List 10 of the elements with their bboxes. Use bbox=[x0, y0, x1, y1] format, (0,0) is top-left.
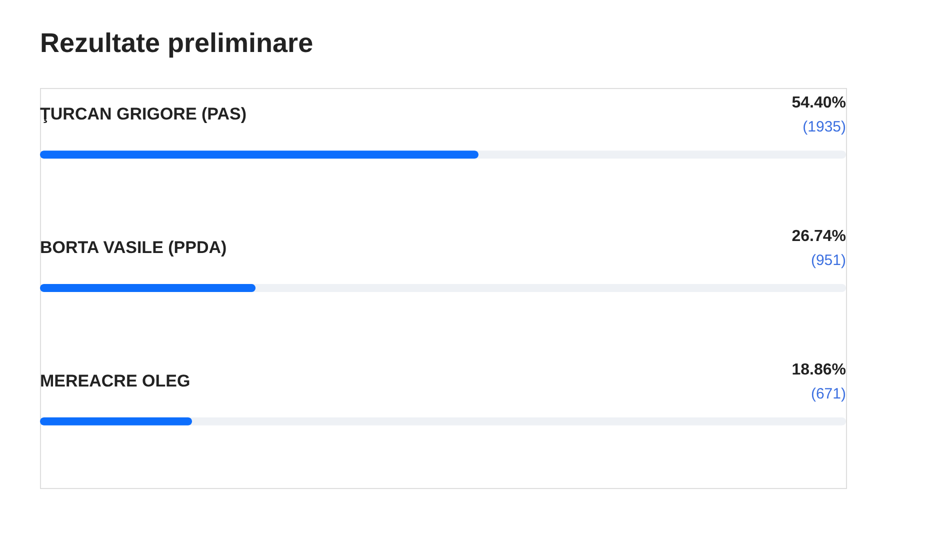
data-label: 54.40% bbox=[792, 94, 846, 112]
y-tick-label: BORTA VASILE (PPDA) bbox=[40, 238, 227, 257]
y-tick-label: MEREACRE OLEG bbox=[40, 371, 190, 390]
data-label: 26.74% bbox=[792, 228, 846, 245]
annotation: (951) bbox=[810, 252, 846, 269]
annotation: (1935) bbox=[802, 118, 846, 136]
data-label: 18.86% bbox=[792, 361, 846, 378]
annotation: (671) bbox=[810, 385, 846, 402]
y-tick-label: ŢURCAN GRIGORE (PAS) bbox=[40, 104, 247, 124]
chart-title: Rezultate preliminare bbox=[40, 28, 314, 58]
